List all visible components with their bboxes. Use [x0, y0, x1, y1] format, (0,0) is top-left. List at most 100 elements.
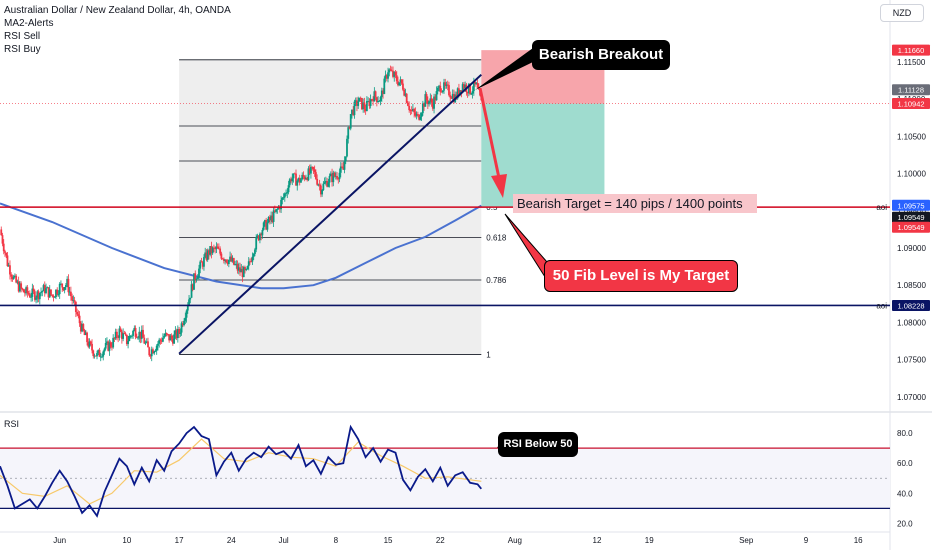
candle-body: [112, 337, 115, 348]
candle-body: [162, 337, 164, 342]
candle-body: [191, 284, 194, 290]
candle-body: [23, 292, 26, 294]
candle-body: [9, 265, 11, 275]
candle-body: [135, 336, 138, 338]
candle-body: [94, 355, 97, 357]
fib-level-label: 0.618: [486, 234, 507, 243]
candle-body: [439, 85, 442, 92]
candle-body: [35, 297, 37, 300]
candle-body: [359, 97, 362, 99]
currency-selector[interactable]: NZD: [880, 4, 924, 22]
bearish-breakout-callout: Bearish Breakout: [532, 40, 670, 70]
candle-body: [362, 102, 365, 110]
time-tick-label: 17: [175, 536, 184, 545]
candle-body: [68, 291, 71, 293]
time-tick-label: 16: [854, 536, 863, 545]
candle-body: [407, 102, 409, 106]
candle-body: [220, 253, 223, 259]
indicator-rsi-buy[interactable]: RSI Buy: [4, 44, 41, 55]
time-tick-label: 10: [122, 536, 131, 545]
candle-body: [36, 291, 39, 298]
rsi-pane-label[interactable]: RSI: [4, 419, 20, 429]
rsi-pane: [0, 424, 890, 518]
candle-body: [374, 91, 377, 98]
candle-body: [76, 311, 79, 315]
candle-body: [204, 252, 207, 258]
price-label-badge: [892, 98, 930, 110]
candle-body: [329, 173, 332, 177]
candle-body: [382, 90, 384, 95]
candle-body: [203, 257, 205, 267]
candle-body: [166, 334, 169, 335]
candle-body: [291, 178, 294, 182]
candle-body: [262, 222, 265, 230]
fib-callout-pointer: [504, 213, 548, 282]
candle-body: [74, 301, 77, 312]
candle-body: [40, 292, 42, 294]
candle-body: [443, 82, 445, 91]
time-tick-label: 22: [436, 536, 445, 545]
price-label-badge: [892, 221, 930, 233]
candle-body: [140, 329, 143, 339]
candle-body: [389, 69, 392, 71]
candle-body: [69, 291, 72, 297]
candle-body: [83, 330, 86, 336]
candle-body: [476, 82, 479, 88]
candle-body: [103, 348, 106, 352]
candle-body: [173, 334, 176, 344]
indicator-ma2-alerts[interactable]: MA2-Alerts: [4, 18, 54, 29]
indicator-rsi-sell[interactable]: RSI Sell: [4, 31, 41, 42]
symbol-title[interactable]: Australian Dollar / New Zealand Dollar, …: [4, 5, 231, 16]
candle-body: [65, 284, 67, 288]
candle-body: [104, 343, 107, 349]
candle-body: [250, 261, 253, 263]
candle-body: [214, 247, 217, 250]
candle-body: [208, 250, 210, 255]
candle-body: [63, 287, 66, 291]
candle-body: [434, 96, 437, 101]
price-tick-label: 1.09000: [897, 244, 926, 253]
candle-body: [267, 216, 270, 223]
time-tick-label: Sep: [739, 536, 754, 545]
candle-body: [43, 285, 46, 294]
candle-body: [268, 216, 271, 221]
candle-body: [53, 297, 56, 298]
candle-body: [241, 269, 244, 278]
candle-body: [388, 69, 391, 73]
candle-body: [383, 78, 386, 95]
candle-body: [52, 295, 55, 298]
bearish-target-callout: Bearish Target = 140 pips / 1400 points: [513, 194, 757, 213]
candle-body: [292, 173, 295, 179]
candle-body: [113, 337, 116, 339]
candle-body: [240, 269, 243, 273]
candle-body: [361, 98, 363, 110]
candle-body: [302, 174, 305, 177]
candle-body: [186, 305, 189, 311]
candle-body: [145, 341, 148, 343]
candle-body: [33, 291, 36, 300]
candle-body: [229, 256, 231, 260]
candle-body: [353, 101, 356, 116]
candle-body: [254, 249, 256, 254]
time-tick-label: Jun: [53, 536, 66, 545]
rsi-line: [0, 424, 482, 518]
candle-body: [409, 110, 412, 111]
candle-body: [257, 235, 260, 241]
candle-body: [459, 90, 462, 96]
candle-body: [298, 178, 301, 183]
candle-body: [297, 178, 300, 181]
candle-body: [7, 265, 10, 267]
candle-body: [26, 287, 29, 294]
candle-body: [102, 351, 105, 357]
candle-body: [2, 243, 5, 252]
candle-body: [142, 329, 144, 338]
candle-body: [402, 83, 404, 90]
price-tick-label: 1.08000: [897, 318, 926, 327]
candle-body: [114, 331, 117, 339]
candle-body: [471, 91, 474, 94]
candle-body: [333, 172, 336, 177]
candle-body: [265, 220, 268, 230]
candle-body: [179, 332, 182, 334]
time-tick-label: 24: [227, 536, 236, 545]
candle-body: [205, 252, 208, 260]
